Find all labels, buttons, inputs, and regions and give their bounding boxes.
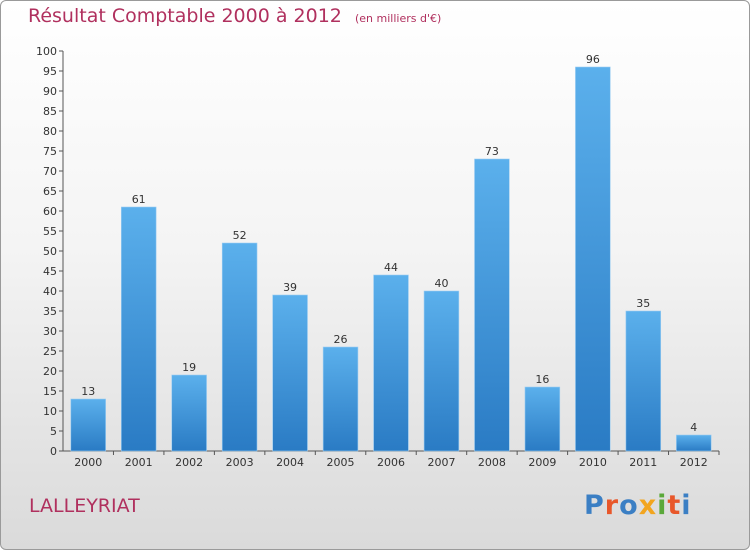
- y-tick-label: 20: [43, 365, 57, 378]
- y-tick-label: 45: [43, 265, 57, 278]
- brand-letter: x: [638, 490, 658, 521]
- bar-value-label: 52: [233, 229, 247, 242]
- bar-value-label: 44: [384, 261, 398, 274]
- y-tick-label: 0: [50, 445, 57, 458]
- y-tick-label: 15: [43, 385, 57, 398]
- brand-letter: r: [604, 490, 620, 521]
- bar-value-label: 13: [81, 385, 95, 398]
- y-tick-label: 30: [43, 325, 57, 338]
- x-tick-label: 2011: [629, 456, 657, 469]
- bar-value-label: 35: [636, 297, 650, 310]
- bar: [373, 274, 409, 452]
- bar: [171, 374, 207, 452]
- bar: [272, 294, 308, 452]
- y-tick-label: 95: [43, 65, 57, 78]
- x-tick-label: 2004: [276, 456, 304, 469]
- title-line: Résultat Comptable 2000 à 2012 (en milli…: [28, 5, 441, 27]
- chart-subtitle: (en milliers d'€): [354, 12, 442, 25]
- y-tick-label: 25: [43, 345, 57, 358]
- y-tick-label: 100: [36, 45, 57, 58]
- bar: [676, 434, 712, 452]
- brand-logo: Proxiti: [584, 490, 692, 521]
- x-tick-label: 2006: [377, 456, 405, 469]
- bar: [625, 310, 662, 452]
- brand-letter: i: [681, 490, 692, 521]
- x-tick-label: 2003: [226, 456, 254, 469]
- x-tick-label: 2008: [478, 456, 506, 469]
- y-tick-label: 10: [43, 405, 57, 418]
- bar-value-label: 39: [283, 281, 297, 294]
- bar: [221, 242, 258, 452]
- bar-value-label: 73: [485, 145, 499, 158]
- y-tick-label: 80: [43, 125, 57, 138]
- bar-value-label: 26: [334, 333, 348, 346]
- y-tick-label: 60: [43, 205, 57, 218]
- y-tick-label: 85: [43, 105, 57, 118]
- bar: [474, 158, 510, 452]
- y-tick-label: 65: [43, 185, 57, 198]
- bar: [322, 346, 359, 452]
- y-tick-label: 75: [43, 145, 57, 158]
- x-tick-label: 2010: [579, 456, 607, 469]
- bar: [423, 290, 460, 452]
- brand-letter: i: [657, 490, 668, 521]
- y-tick-label: 40: [43, 285, 57, 298]
- chart-title: Résultat Comptable 2000 à 2012: [28, 5, 342, 27]
- bar-value-label: 16: [535, 373, 549, 386]
- brand-letter: o: [619, 490, 639, 521]
- bar: [575, 66, 611, 452]
- x-tick-label: 2000: [74, 456, 102, 469]
- y-tick-label: 55: [43, 225, 57, 238]
- commune-name: LALLEYRIAT: [29, 495, 140, 517]
- x-tick-label: 2012: [680, 456, 708, 469]
- y-tick-label: 90: [43, 85, 57, 98]
- bar: [524, 386, 561, 452]
- y-tick-label: 35: [43, 305, 57, 318]
- bar-value-label: 40: [434, 277, 448, 290]
- bar-value-label: 96: [586, 53, 600, 66]
- brand-letter: t: [667, 490, 682, 521]
- x-tick-label: 2002: [175, 456, 203, 469]
- x-tick-label: 2005: [327, 456, 355, 469]
- x-tick-label: 2009: [528, 456, 556, 469]
- x-tick-label: 2007: [427, 456, 455, 469]
- y-tick-label: 50: [43, 245, 57, 258]
- bar: [70, 398, 106, 452]
- bar-value-label: 4: [690, 421, 697, 434]
- y-tick-label: 70: [43, 165, 57, 178]
- brand-letter: P: [584, 490, 605, 521]
- bar: [120, 206, 157, 452]
- y-tick-label: 5: [50, 425, 57, 438]
- x-tick-label: 2001: [125, 456, 153, 469]
- bar-value-label: 61: [132, 193, 146, 206]
- bar-value-label: 19: [182, 361, 196, 374]
- bars: 13 61 19 52 39 26 44 40 73 16 96 35 4: [70, 53, 712, 452]
